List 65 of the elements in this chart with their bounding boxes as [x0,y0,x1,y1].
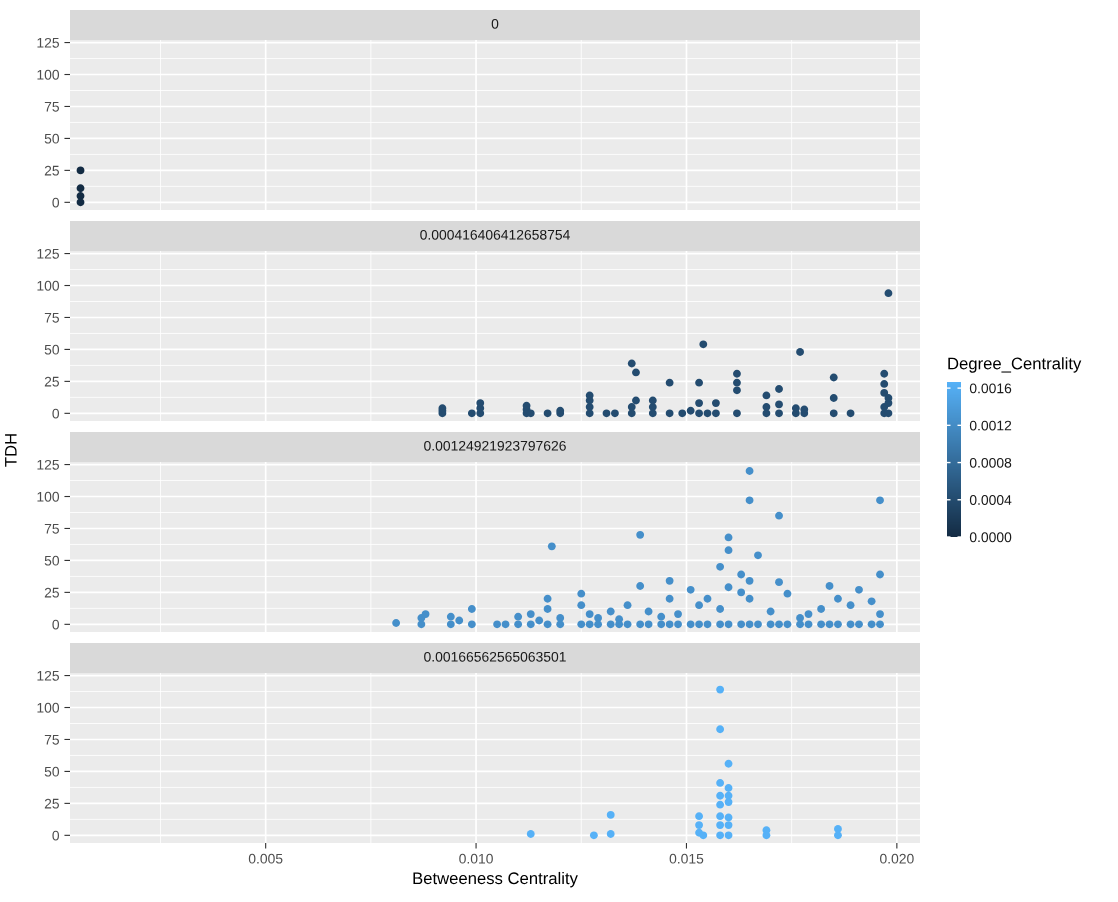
point [716,685,725,694]
y-tick-label: 0 [52,197,60,208]
point [724,831,733,840]
point [724,813,733,822]
y-axis-title: TDH [5,434,17,467]
point [695,821,704,830]
point [695,812,704,821]
chart-title: 0.00124921923797626 [424,440,566,451]
y-tick-label: 50 [44,344,60,355]
x-axis-title: Betweeness Centrality [413,871,578,888]
y-tick-label: 125 [37,248,59,259]
y-tick-label: 50 [44,555,60,566]
point [699,831,708,840]
point [526,830,535,838]
point [589,831,598,840]
point [716,821,725,830]
point [716,779,725,787]
y-tick-label: 100 [37,280,60,291]
y-tick-label: 75 [44,734,59,745]
color-bar-label: 0.0012 [969,420,1012,431]
y-tick-label: 125 [37,670,59,681]
y-tick-label: 0 [52,619,60,630]
point [834,825,842,833]
x-tick-label: 0.020 [880,853,914,864]
point [716,800,725,809]
y-tick-label: 25 [44,798,59,809]
point [716,812,725,821]
point [724,821,733,830]
y-tick-label: 25 [44,165,59,176]
point [76,184,85,193]
y-tick-label: 125 [37,459,59,470]
color-bar-label: 0.0000 [969,532,1012,543]
y-tick-label: 0 [52,408,60,419]
chart-title: 0.00166562565063501 [424,651,566,662]
y-tick-label: 100 [37,491,60,502]
point [76,166,85,175]
point [724,759,733,768]
point [716,725,725,734]
x-tick-label: 0.015 [669,853,704,864]
color-bar-title: Degree_Centrality [948,357,1082,373]
y-tick-label: 25 [44,587,59,598]
x-tick-label: 0.010 [459,853,493,864]
chart-title: 0 [491,18,499,29]
point [716,831,725,840]
color-bar-label: 0.0004 [969,495,1012,505]
x-tick-label: 0.005 [248,853,283,864]
y-tick-label: 75 [44,523,59,534]
y-tick-label: 100 [37,702,60,713]
y-tick-label: 100 [37,69,60,80]
y-tick-label: 25 [44,376,59,387]
point [606,830,615,838]
chart-title: 0.000416406412658754 [420,229,570,240]
point [606,810,615,819]
y-tick-label: 0 [52,830,60,841]
point [724,798,733,807]
point [724,784,733,792]
y-tick-label: 75 [44,312,59,323]
point [76,198,85,207]
y-tick-label: 50 [44,133,60,144]
y-tick-label: 125 [37,37,59,48]
y-tick-label: 75 [44,101,59,112]
point [716,791,725,800]
color-bar-label: 0.0008 [969,457,1012,468]
y-tick-label: 50 [44,766,60,777]
color-bar-label: 0.0016 [969,383,1012,394]
